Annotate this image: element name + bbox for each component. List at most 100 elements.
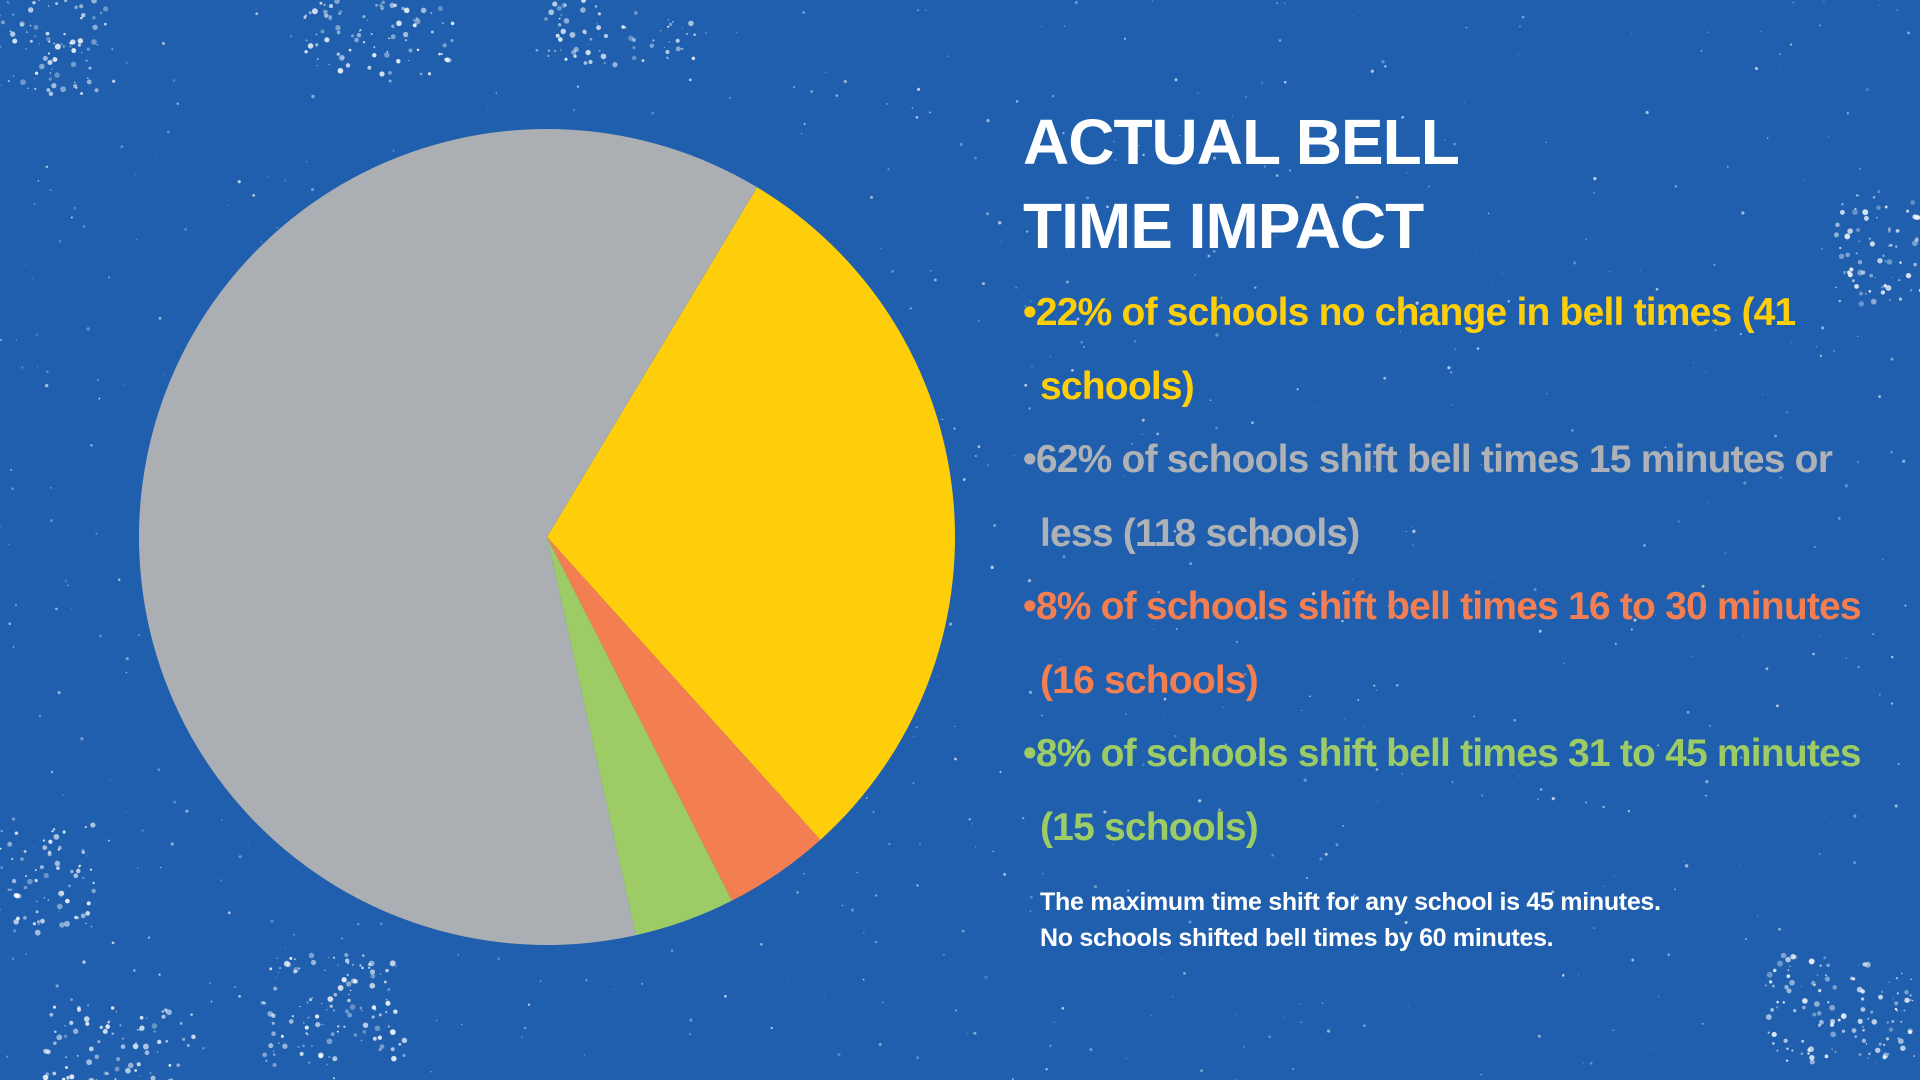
speckle (1867, 1057, 1869, 1059)
speckle (796, 891, 799, 894)
speckle (1791, 1049, 1794, 1052)
speckle (1689, 497, 1692, 499)
speckle (333, 992, 338, 997)
speckle (391, 24, 395, 29)
speckle (1657, 996, 1660, 998)
speckle (367, 966, 371, 969)
speckle (90, 822, 96, 828)
speckle (1633, 618, 1637, 622)
speckle (1262, 538, 1264, 540)
speckle (1845, 657, 1848, 659)
speckle (665, 49, 670, 54)
speckle (1189, 153, 1190, 155)
speckle (8, 622, 12, 626)
speckle (1692, 362, 1694, 364)
speckle (125, 657, 129, 661)
speckle (1352, 893, 1356, 898)
speckle (560, 49, 562, 51)
speckle (1913, 214, 1919, 220)
speckle (689, 1018, 693, 1022)
speckle (293, 966, 300, 973)
speckle (862, 932, 865, 934)
speckle (56, 866, 60, 871)
speckle (367, 65, 372, 70)
speckle (135, 1042, 137, 1044)
speckle (631, 55, 637, 61)
speckle (311, 188, 315, 192)
speckle (670, 949, 674, 953)
speckle (1826, 963, 1830, 967)
legend-bullets: •22% of schools no change in bell times … (1023, 276, 1903, 864)
speckle (1869, 241, 1875, 247)
speckle (1772, 984, 1775, 988)
speckle (12, 929, 17, 933)
speckle (48, 839, 53, 844)
speckle (58, 910, 60, 912)
speckle (1373, 684, 1376, 687)
speckle (886, 103, 889, 105)
speckle (362, 1030, 367, 1034)
speckle (633, 10, 638, 15)
speckle (341, 977, 347, 983)
speckle (1776, 704, 1779, 708)
speckle (307, 43, 314, 49)
speckle (220, 237, 222, 239)
speckle (378, 1048, 382, 1051)
speckle (86, 1004, 90, 1007)
speckle (144, 1050, 150, 1056)
speckle (1808, 1046, 1814, 1053)
speckle (73, 873, 79, 879)
speckle (385, 1000, 391, 1006)
speckle (1537, 1034, 1541, 1038)
speckle (136, 1062, 141, 1067)
speckle (77, 1006, 81, 1010)
speckle (1896, 992, 1899, 995)
speckle (54, 860, 61, 867)
speckle (184, 227, 188, 231)
speckle (735, 31, 737, 33)
speckle (125, 811, 127, 813)
speckle (1029, 895, 1033, 899)
speckle (942, 246, 943, 248)
speckle (52, 828, 56, 831)
speckle (891, 270, 895, 273)
speckle (632, 46, 636, 50)
speckle (986, 463, 990, 467)
speckle (54, 1030, 57, 1033)
speckle (582, 29, 587, 34)
speckle (368, 960, 375, 967)
speckle (1513, 718, 1517, 722)
speckle (1037, 612, 1039, 614)
speckle (1880, 990, 1884, 994)
speckle (238, 995, 241, 998)
speckle (13, 919, 19, 925)
speckle (1832, 985, 1838, 990)
speckle (1359, 843, 1361, 845)
speckle (24, 952, 27, 955)
speckle (323, 3, 326, 6)
speckle (1700, 49, 1703, 53)
speckle (63, 920, 70, 927)
speckle (1853, 814, 1857, 818)
speckle (1053, 1021, 1056, 1024)
speckle (350, 34, 355, 38)
speckle (1913, 1055, 1916, 1057)
speckle (1886, 1037, 1890, 1041)
speckle (62, 794, 64, 796)
speckle (377, 1035, 383, 1040)
speckle (1657, 744, 1660, 747)
speckle (273, 986, 278, 991)
speckle (420, 7, 427, 14)
speckle (1511, 933, 1514, 936)
speckle (1701, 584, 1705, 588)
speckle (563, 18, 570, 24)
speckle (49, 72, 52, 74)
speckle (326, 1038, 333, 1045)
speckle (1174, 734, 1177, 738)
speckle (8, 2, 10, 4)
speckle (336, 30, 341, 35)
speckle (320, 29, 325, 34)
speckle (173, 800, 177, 804)
speckle (345, 1009, 350, 1014)
speckle (430, 12, 433, 14)
